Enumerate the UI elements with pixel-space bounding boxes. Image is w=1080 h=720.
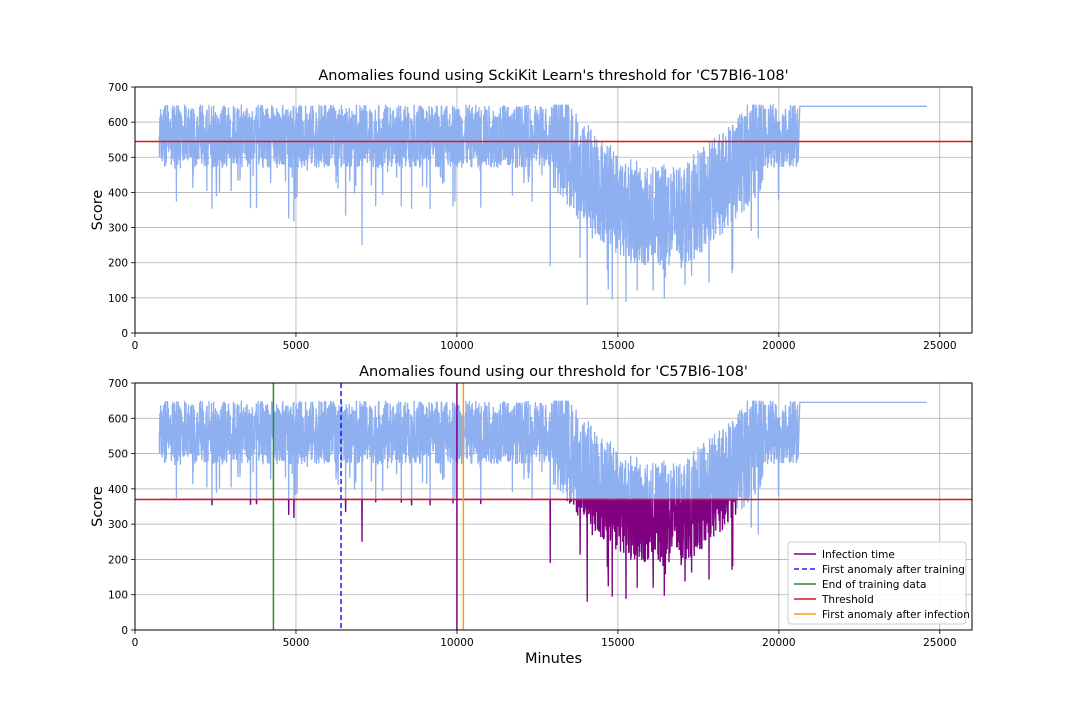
bottom-chart-ytick-label-400: 400 <box>108 484 128 496</box>
bottom-chart-anomaly-line <box>159 498 737 602</box>
legend-box <box>787 541 967 625</box>
bottom-chart-ylabel: Score <box>90 486 106 527</box>
top-chart-ytick-label-400: 400 <box>108 187 128 199</box>
bottom-chart-ytick-label-700: 700 <box>108 378 128 390</box>
bottom-chart-xtick-label-15000: 15000 <box>601 637 634 649</box>
top-chart-title: Anomalies found using SckiKit Learn's th… <box>318 68 788 84</box>
bottom-chart-ticks: 0 5000 10000 15000 20000 25000 0 100 200 300 400 50… <box>108 378 957 649</box>
legend-label-first-anomaly-after-infection: First anomaly after infection <box>822 609 970 621</box>
top-chart-xtick-label-5000: 5000 <box>283 340 310 352</box>
top-chart-ytick-label-100: 100 <box>108 293 128 305</box>
bottom-chart-xtick-label-25000: 25000 <box>923 637 956 649</box>
top-chart-score-line <box>158 103 927 305</box>
top-chart: Anomalies found using SckiKit Learn's th… <box>90 68 973 352</box>
bottom-chart-ytick-label-200: 200 <box>108 554 128 566</box>
bottom-chart-ytick-label-300: 300 <box>108 519 128 531</box>
bottom-chart-ytick-label-600: 600 <box>108 413 128 425</box>
bottom-chart-xtick-label-10000: 10000 <box>440 637 473 649</box>
bottom-chart: Anomalies found using our threshold for … <box>90 364 973 667</box>
legend: Infection time First anomaly after traini… <box>787 541 970 625</box>
bottom-chart-xtick-label-5000: 5000 <box>283 637 310 649</box>
bottom-chart-title: Anomalies found using our threshold for … <box>359 364 748 380</box>
top-chart-xtick-label-0: 0 <box>132 340 139 352</box>
bottom-chart-xtick-label-0: 0 <box>132 637 139 649</box>
top-chart-ytick-label-600: 600 <box>108 117 128 129</box>
bottom-chart-ytick-label-0: 0 <box>121 625 128 637</box>
bottom-chart-xtick-label-20000: 20000 <box>762 637 795 649</box>
bottom-chart-ytick-label-100: 100 <box>108 590 128 602</box>
bottom-chart-ytick-label-500: 500 <box>108 449 128 461</box>
bottom-chart-xlabel: Minutes <box>525 651 582 667</box>
legend-label-threshold: Threshold <box>821 594 874 606</box>
top-chart-ticks: 0 5000 10000 15000 20000 25000 0 100 200 300 400 50… <box>108 82 957 352</box>
top-chart-ytick-label-200: 200 <box>108 258 128 270</box>
top-chart-ytick-label-300: 300 <box>108 223 128 235</box>
top-chart-frame <box>134 86 973 334</box>
top-chart-ytick-label-500: 500 <box>108 152 128 164</box>
legend-label-end-of-training-data: End of training data <box>822 579 926 591</box>
top-chart-xtick-label-20000: 20000 <box>762 340 795 352</box>
bottom-chart-series <box>135 383 972 630</box>
legend-label-first-anomaly-after-training: First anomaly after training <box>822 564 965 576</box>
top-chart-ytick-label-700: 700 <box>108 82 128 94</box>
top-chart-xtick-label-25000: 25000 <box>923 340 956 352</box>
top-chart-xtick-label-10000: 10000 <box>440 340 473 352</box>
top-chart-series <box>135 103 972 305</box>
bottom-chart-frame <box>134 382 973 631</box>
top-chart-ylabel: Score <box>90 190 106 231</box>
top-chart-xtick-label-15000: 15000 <box>601 340 634 352</box>
legend-label-infection-time: Infection time <box>822 549 895 561</box>
top-chart-ytick-label-0: 0 <box>121 328 128 340</box>
